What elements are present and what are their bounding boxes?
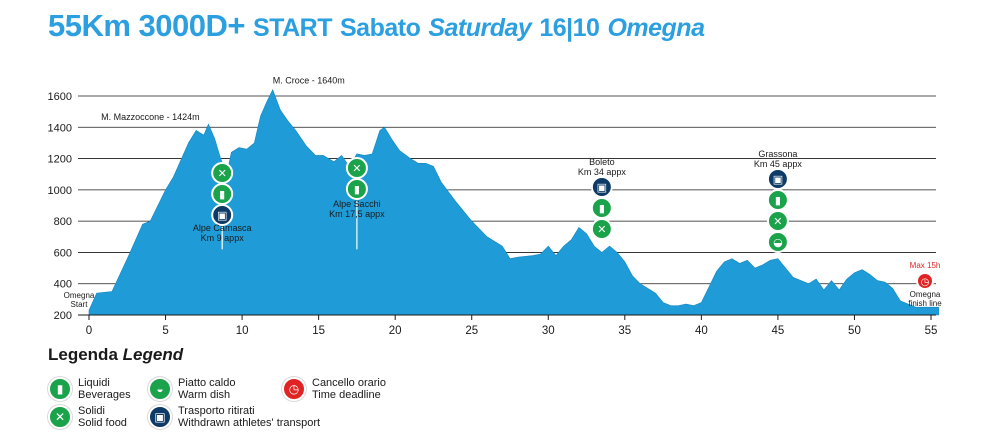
liquid-icon: [345, 178, 368, 200]
bus-icon: [211, 204, 234, 226]
warm-dish-icon: ◒: [148, 377, 172, 401]
bus-icon-glyph: ▣: [597, 181, 607, 194]
deadline-label: Max 15h: [910, 261, 941, 270]
title-distance: 55Km 3000D+: [48, 8, 246, 43]
x-tick-label: 10: [236, 325, 249, 337]
bus-icon: ▣: [148, 405, 172, 429]
x-tick-label: 45: [772, 325, 785, 337]
legend-bus-it: Trasporto ritirati: [178, 405, 255, 417]
liquid-icon-glyph: ▮: [775, 194, 781, 207]
legend-warm-en: Warm dish: [178, 389, 231, 401]
legend-warm-it: Piatto caldo: [178, 377, 236, 389]
legend-liquid-it: Liquidi: [78, 377, 110, 389]
x-tick-label: 55: [925, 325, 938, 337]
liquid-icon: ▮: [48, 377, 72, 401]
x-tick-label: 5: [162, 325, 168, 337]
title-saturday: Saturday: [428, 14, 532, 42]
finish-label: Omegna: [910, 290, 941, 299]
station-name: Boleto: [589, 157, 615, 167]
elevation-profile: [88, 88, 939, 316]
legend-title: Legenda Legend: [48, 345, 183, 365]
x-tick-label: 40: [695, 325, 708, 337]
start-label: Omegna: [64, 291, 95, 300]
y-tick-label: 200: [54, 310, 72, 322]
station-km: Km 17,5 appx: [329, 209, 385, 219]
legend-item-clock: ◷ Cancello orario Time deadline: [282, 377, 386, 401]
station-name: Grassona: [758, 149, 797, 159]
warm-dish-icon: [766, 231, 789, 253]
y-tick-label: 600: [54, 247, 72, 259]
station-km: Km 34 appx: [578, 167, 627, 177]
clock-icon: ◷: [282, 377, 306, 401]
y-tick-label: 400: [54, 279, 72, 291]
y-tick-label: 800: [54, 216, 72, 228]
station-name: Alpe Camasca: [193, 223, 252, 233]
fork-knife-icon-glyph: ✕: [773, 215, 782, 228]
title-sabato: Sabato: [339, 14, 421, 42]
clock-icon: [916, 272, 934, 290]
station-km: Km 45 appx: [754, 159, 803, 169]
x-tick-label: 0: [86, 325, 92, 337]
legend-item-liquid: ▮ Liquidi Beverages: [48, 377, 131, 401]
fork-knife-icon-glyph: ✕: [352, 162, 361, 175]
x-tick-label: 30: [542, 325, 555, 337]
finish-label-sub: finish line: [908, 299, 942, 308]
warm-dish-icon-glyph: ◒: [773, 236, 783, 249]
liquid-icon-glyph: ▮: [354, 183, 360, 196]
x-tick-label: 20: [389, 325, 402, 337]
legend-item-bus: ▣ Trasporto ritirati Withdrawn athletes' …: [148, 405, 320, 429]
fork-knife-icon-glyph: ✕: [218, 167, 227, 180]
y-tick-label: 1400: [48, 122, 72, 134]
title-date: 16|10: [539, 14, 600, 42]
legend-clock-it: Cancello orario: [312, 377, 386, 389]
legend-solid-en: Solid food: [78, 417, 127, 429]
legend-bus-en: Withdrawn athletes' transport: [178, 417, 321, 429]
x-tick-label: 35: [618, 325, 631, 337]
start-label-sub: Start: [71, 300, 89, 309]
title-start: START: [253, 14, 332, 42]
peak-label: M. Mazzoccone - 1424m: [101, 112, 200, 122]
legend-liquid-en: Beverages: [78, 389, 131, 401]
x-tick-label: 50: [848, 325, 861, 337]
y-tick-label: 1200: [48, 154, 72, 166]
legend-title-en: Legend: [122, 345, 184, 364]
x-tick-label: 25: [465, 325, 478, 337]
liquid-icon-glyph: ▮: [599, 202, 605, 215]
legend-clock-en: Time deadline: [312, 389, 381, 401]
legend-item-solid: ✕ Solidi Solid food: [48, 405, 127, 429]
fork-knife-icon: ✕: [48, 405, 72, 429]
legend-title-it: Legenda: [48, 345, 118, 364]
station-name: Alpe Sacchi: [333, 199, 381, 209]
clock-icon-glyph: ◷: [921, 277, 930, 288]
station-km: Km 9 appx: [201, 233, 245, 243]
elevation-chart: 200 400 600 800 1000 1200 1400 1600 0 5 10 15 20 25 30…: [48, 76, 943, 337]
legend-item-warm: ◒ Piatto caldo Warm dish: [148, 377, 235, 401]
bus-icon-glyph: ▣: [773, 173, 783, 186]
y-tick-label: 1600: [48, 91, 72, 103]
fork-knife-icon-glyph: ✕: [597, 223, 606, 236]
peak-label: M. Croce - 1640m: [273, 76, 345, 86]
title-place: Omegna: [607, 14, 705, 42]
chart-title: 55Km 3000D+ START Sabato Saturday 16|10 …: [48, 8, 705, 48]
liquid-icon-glyph: ▮: [219, 188, 225, 201]
bus-icon-glyph: ▣: [217, 209, 227, 222]
fork-knife-icon: [590, 218, 613, 240]
y-tick-label: 1000: [48, 185, 72, 197]
legend-solid-it: Solidi: [78, 405, 105, 417]
x-tick-label: 15: [312, 325, 325, 337]
